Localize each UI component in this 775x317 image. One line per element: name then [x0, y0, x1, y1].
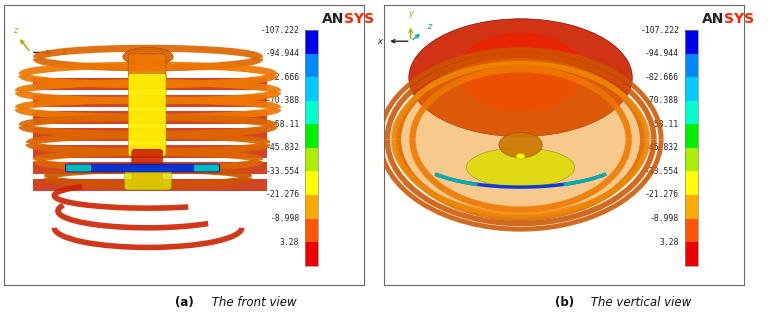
FancyBboxPatch shape [66, 165, 91, 171]
Text: SYS: SYS [344, 12, 374, 26]
Text: -94.944: -94.944 [645, 49, 679, 58]
Ellipse shape [467, 148, 574, 187]
FancyBboxPatch shape [128, 74, 166, 156]
Text: -45.832: -45.832 [645, 143, 679, 152]
Bar [305, 242, 319, 266]
Text: (a): (a) [175, 296, 194, 309]
Text: z: z [13, 26, 18, 35]
Text: -94.944: -94.944 [265, 49, 299, 58]
Bar [391, 16, 672, 280]
Bar [684, 242, 698, 266]
Text: -8.998: -8.998 [650, 214, 679, 223]
Bar [305, 101, 319, 124]
Bar [305, 30, 319, 266]
Bar [33, 111, 267, 124]
Text: -70.388: -70.388 [645, 96, 679, 105]
FancyBboxPatch shape [128, 54, 166, 81]
Bar [305, 218, 319, 242]
Ellipse shape [409, 19, 632, 137]
Ellipse shape [516, 153, 525, 159]
Text: -33.554: -33.554 [645, 167, 679, 176]
FancyBboxPatch shape [132, 149, 163, 187]
Bar [684, 171, 698, 195]
Bar [684, 148, 698, 171]
Bar [684, 218, 698, 242]
Text: AN: AN [702, 12, 724, 26]
Bar [305, 148, 319, 171]
Bar [684, 54, 698, 77]
Ellipse shape [122, 48, 174, 66]
Bar [33, 145, 267, 158]
Bar [305, 30, 319, 54]
Text: The vertical view: The vertical view [587, 296, 692, 309]
Bar [305, 124, 319, 148]
Bar [684, 30, 698, 54]
Text: -21.276: -21.276 [645, 191, 679, 199]
Text: -45.832: -45.832 [265, 143, 299, 152]
Text: 3.28: 3.28 [660, 238, 679, 247]
Bar [33, 128, 267, 141]
Bar [305, 77, 319, 101]
Text: -82.666: -82.666 [265, 73, 299, 82]
Text: -107.222: -107.222 [640, 25, 679, 35]
Text: -82.666: -82.666 [645, 73, 679, 82]
Text: SYS: SYS [724, 12, 754, 26]
Text: The front view: The front view [208, 296, 296, 309]
Text: -33.554: -33.554 [265, 167, 299, 176]
Text: -70.388: -70.388 [265, 96, 299, 105]
Bar [684, 30, 698, 266]
Text: -21.276: -21.276 [265, 191, 299, 199]
Bar [305, 54, 319, 77]
Text: (b): (b) [555, 296, 574, 309]
Text: -58.11: -58.11 [270, 120, 299, 129]
Ellipse shape [499, 133, 542, 158]
Bar [684, 124, 698, 148]
Bar [305, 195, 319, 218]
Text: AN: AN [322, 12, 344, 26]
Text: z: z [427, 22, 432, 31]
FancyBboxPatch shape [66, 164, 220, 172]
Bar [33, 179, 267, 191]
Ellipse shape [457, 33, 584, 111]
Text: x: x [377, 37, 382, 46]
Bar [33, 162, 267, 174]
Bar [33, 94, 267, 107]
FancyBboxPatch shape [195, 165, 219, 171]
Bar [33, 78, 267, 90]
Bar [684, 195, 698, 218]
Bar [305, 171, 319, 195]
Text: y: y [408, 9, 413, 18]
FancyBboxPatch shape [125, 167, 171, 190]
Bar [684, 101, 698, 124]
Text: -107.222: -107.222 [260, 25, 299, 35]
Text: -58.11: -58.11 [650, 120, 679, 129]
Bar [11, 16, 292, 280]
Ellipse shape [391, 67, 650, 212]
Text: 3.28: 3.28 [280, 238, 299, 247]
Text: -8.998: -8.998 [270, 214, 299, 223]
Text: x: x [60, 48, 66, 57]
Bar [684, 77, 698, 101]
